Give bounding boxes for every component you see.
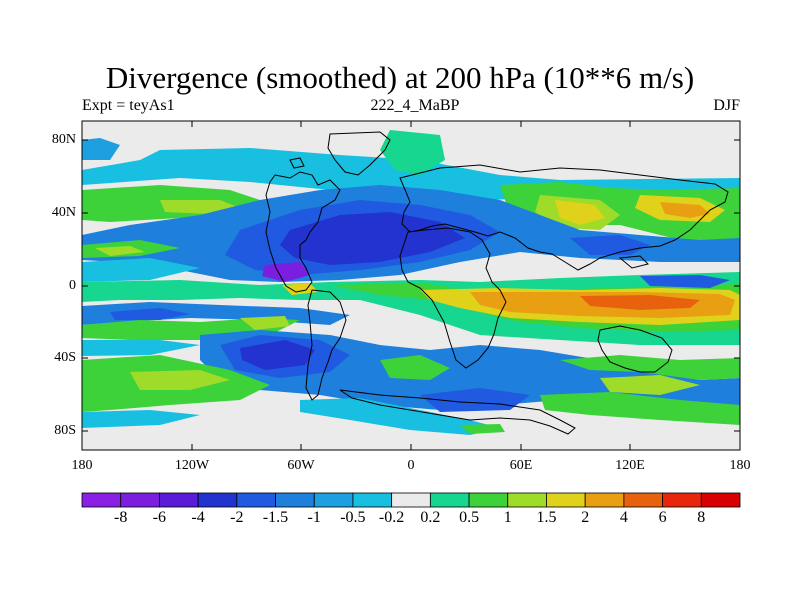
colorbar-swatch	[313, 492, 354, 508]
colorbar-label: 0.2	[420, 509, 441, 526]
field-region	[130, 370, 230, 390]
coastline-south-america	[305, 289, 347, 401]
colorbar-swatch	[197, 492, 238, 508]
colorbar-label: 4	[619, 509, 628, 526]
field-region	[280, 212, 465, 265]
colorbar-label: -2	[230, 509, 244, 526]
y-tick-label: 40S	[54, 350, 76, 365]
field-region	[380, 355, 450, 380]
colorbar-label: 1	[503, 509, 512, 526]
field-region	[82, 138, 120, 160]
field-region	[240, 340, 315, 370]
field-region	[600, 375, 700, 395]
coastline-australia	[597, 325, 673, 373]
colorbar-swatch	[429, 492, 470, 508]
coastline-island	[618, 255, 649, 269]
colorbar-swatch	[391, 492, 431, 508]
field-region	[580, 295, 700, 310]
colorbar-swatch	[236, 492, 276, 508]
field-region	[560, 355, 740, 380]
colorbar-label: -0.2	[378, 509, 405, 526]
field-region	[82, 410, 200, 428]
coastline-eurasia	[399, 164, 729, 271]
field-region	[460, 424, 505, 434]
colorbar-label: -1	[307, 509, 321, 526]
colorbar-label: -8	[114, 509, 128, 526]
axis-ticks	[81, 121, 741, 450]
field-region	[660, 202, 710, 218]
x-tick-label: 120E	[615, 458, 645, 473]
colorbar-swatch	[159, 492, 199, 508]
colorbar-swatch	[507, 492, 547, 508]
coastline-greenland	[327, 131, 391, 176]
colorbar-label: -4	[191, 509, 205, 526]
field-region	[240, 316, 290, 330]
colorbar-label: 1.5	[536, 509, 557, 526]
y-tick-label: 0	[69, 278, 76, 293]
field-region	[262, 262, 310, 282]
coastlines	[265, 131, 729, 435]
colorbar-label: -6	[152, 509, 167, 526]
experiment-label: Expt = teyAs1	[82, 97, 175, 114]
colorbar-swatch	[275, 492, 315, 508]
field-region	[95, 246, 145, 256]
plot-title: Divergence (smoothed) at 200 hPa (10**6 …	[105, 60, 695, 95]
colorbar-swatch	[584, 492, 625, 508]
colorbar-swatch	[546, 492, 586, 508]
colorbar-label: 2	[581, 509, 590, 526]
period-label: 222_4_MaBP	[370, 97, 460, 114]
colorbar-label: -1.5	[262, 509, 289, 526]
colorbar-label: -0.5	[340, 509, 366, 526]
field-region	[540, 392, 740, 425]
field-region	[555, 200, 605, 225]
colorbar-swatch	[352, 492, 393, 508]
colorbar-swatch	[623, 492, 663, 508]
y-tick-label: 80S	[54, 423, 76, 438]
field-region	[640, 275, 730, 288]
field-region	[82, 340, 200, 356]
colorbar-swatch	[700, 492, 741, 508]
colorbar-label: 0.5	[459, 509, 480, 526]
season-label: DJF	[713, 97, 740, 114]
colorbar-label: 6	[658, 509, 667, 526]
field-region	[380, 130, 445, 175]
coastline-africa	[399, 227, 507, 369]
x-tick-label: 60E	[509, 458, 533, 473]
coastline-antarctica	[339, 389, 576, 435]
x-tick-label: 180	[71, 458, 93, 473]
x-tick-label: 180	[729, 458, 751, 473]
y-tick-label: 80N	[51, 132, 76, 147]
field-region	[110, 308, 190, 320]
field-region	[82, 258, 200, 282]
field-region	[300, 398, 500, 435]
x-tick-label: 60W	[287, 458, 315, 473]
coastline-island	[289, 157, 305, 169]
x-tick-label: 120W	[174, 458, 210, 473]
colorbar-swatch	[662, 492, 702, 508]
colorbar-swatch	[81, 492, 122, 508]
divergence-field	[82, 121, 740, 450]
field-region	[420, 388, 530, 412]
y-tick-label: 40N	[51, 205, 76, 220]
colorbar	[81, 492, 741, 508]
colorbar-swatch	[120, 492, 160, 508]
coastline-north-america	[265, 171, 341, 293]
colorbar-swatch	[468, 492, 509, 508]
x-tick-label: 0	[407, 458, 415, 473]
colorbar-label: 8	[697, 509, 706, 526]
